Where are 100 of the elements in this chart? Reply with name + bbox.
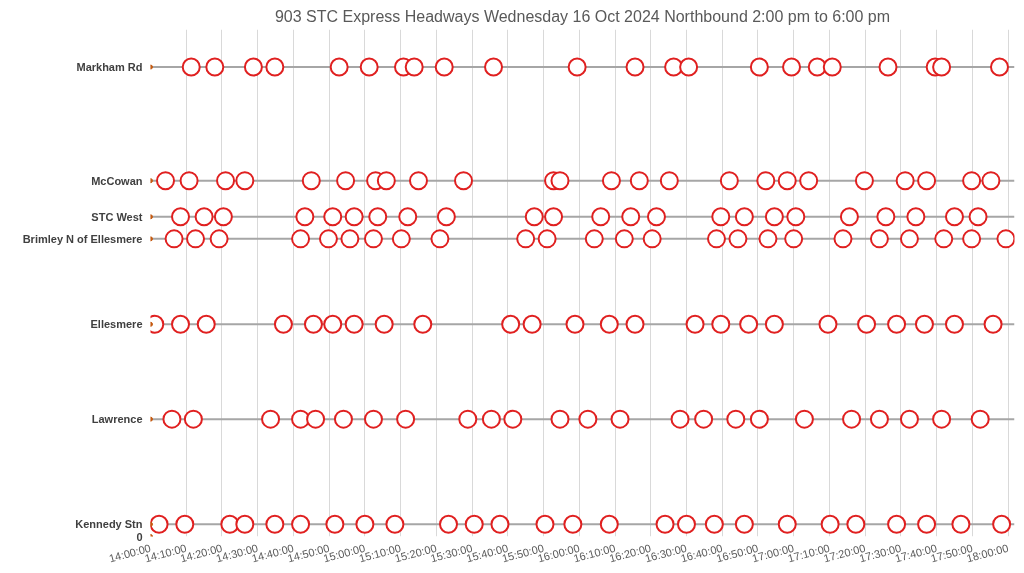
point bbox=[944, 314, 964, 334]
point bbox=[413, 314, 433, 334]
point bbox=[306, 409, 326, 429]
point bbox=[501, 314, 521, 334]
point bbox=[822, 57, 842, 77]
point bbox=[481, 409, 501, 429]
point bbox=[439, 514, 458, 534]
ref-line-label: Brimley N of Ellesmere bbox=[22, 232, 143, 245]
point bbox=[869, 409, 889, 429]
point bbox=[344, 314, 364, 334]
point bbox=[524, 207, 544, 227]
point bbox=[385, 514, 405, 534]
point bbox=[183, 409, 203, 429]
point bbox=[719, 171, 739, 191]
point bbox=[625, 314, 645, 334]
point bbox=[175, 514, 195, 534]
point bbox=[484, 57, 504, 77]
point bbox=[344, 207, 364, 227]
point bbox=[794, 409, 814, 429]
point bbox=[273, 314, 293, 334]
point bbox=[899, 229, 919, 249]
point bbox=[318, 229, 338, 249]
point bbox=[591, 207, 611, 227]
point bbox=[368, 207, 388, 227]
point bbox=[599, 314, 619, 334]
point bbox=[739, 314, 759, 334]
point bbox=[565, 314, 585, 334]
point bbox=[295, 207, 315, 227]
point bbox=[171, 314, 191, 334]
point bbox=[694, 409, 714, 429]
point bbox=[567, 57, 587, 77]
point bbox=[464, 514, 484, 534]
point bbox=[784, 229, 804, 249]
point bbox=[728, 229, 748, 249]
point bbox=[171, 207, 191, 227]
point bbox=[216, 171, 236, 191]
ref-line-label: Ellesmere bbox=[90, 318, 143, 331]
point bbox=[179, 171, 199, 191]
point bbox=[396, 409, 416, 429]
point bbox=[340, 229, 360, 249]
point bbox=[944, 207, 964, 227]
point bbox=[989, 57, 1009, 77]
point bbox=[323, 207, 343, 227]
point bbox=[734, 514, 754, 534]
point bbox=[934, 229, 954, 249]
ref-line-label: Markham Rd bbox=[76, 61, 143, 74]
point bbox=[981, 171, 1001, 191]
point bbox=[601, 171, 621, 191]
point bbox=[325, 514, 345, 534]
point bbox=[839, 207, 859, 227]
point bbox=[578, 409, 598, 429]
point bbox=[782, 57, 802, 77]
point bbox=[707, 229, 726, 249]
point bbox=[516, 229, 536, 249]
point bbox=[398, 207, 418, 227]
point bbox=[213, 207, 233, 227]
point bbox=[917, 171, 937, 191]
point bbox=[359, 57, 379, 77]
point bbox=[265, 514, 285, 534]
point bbox=[164, 229, 184, 249]
point bbox=[610, 409, 630, 429]
point bbox=[301, 171, 321, 191]
point bbox=[992, 514, 1012, 534]
point bbox=[842, 409, 862, 429]
point bbox=[679, 57, 699, 77]
point bbox=[434, 57, 454, 77]
point bbox=[323, 314, 343, 334]
point bbox=[758, 229, 778, 249]
point bbox=[563, 514, 583, 534]
chart-title: 903 STC Express Headways Wednesday 16 Oct 2024 Northbound 2:00 pm to 6:00 pm bbox=[274, 7, 891, 25]
point bbox=[186, 229, 206, 249]
point bbox=[983, 314, 1003, 334]
point bbox=[711, 314, 731, 334]
point bbox=[670, 409, 690, 429]
point bbox=[235, 171, 255, 191]
point bbox=[336, 171, 356, 191]
point bbox=[676, 514, 696, 534]
point bbox=[181, 57, 201, 77]
point bbox=[303, 314, 323, 334]
point bbox=[962, 171, 982, 191]
point bbox=[150, 514, 169, 534]
point bbox=[490, 514, 510, 534]
point bbox=[799, 171, 819, 191]
point bbox=[726, 409, 746, 429]
point bbox=[550, 409, 570, 429]
point bbox=[970, 409, 990, 429]
point bbox=[235, 514, 255, 534]
point bbox=[391, 229, 411, 249]
point bbox=[537, 229, 557, 249]
point bbox=[914, 314, 934, 334]
ref-line-label: Lawrence bbox=[91, 413, 143, 426]
point bbox=[374, 314, 394, 334]
point bbox=[749, 409, 769, 429]
point bbox=[932, 409, 952, 429]
point bbox=[996, 229, 1015, 249]
point bbox=[156, 171, 176, 191]
point bbox=[265, 57, 285, 77]
point bbox=[820, 514, 840, 534]
point bbox=[655, 514, 675, 534]
point bbox=[404, 57, 424, 77]
